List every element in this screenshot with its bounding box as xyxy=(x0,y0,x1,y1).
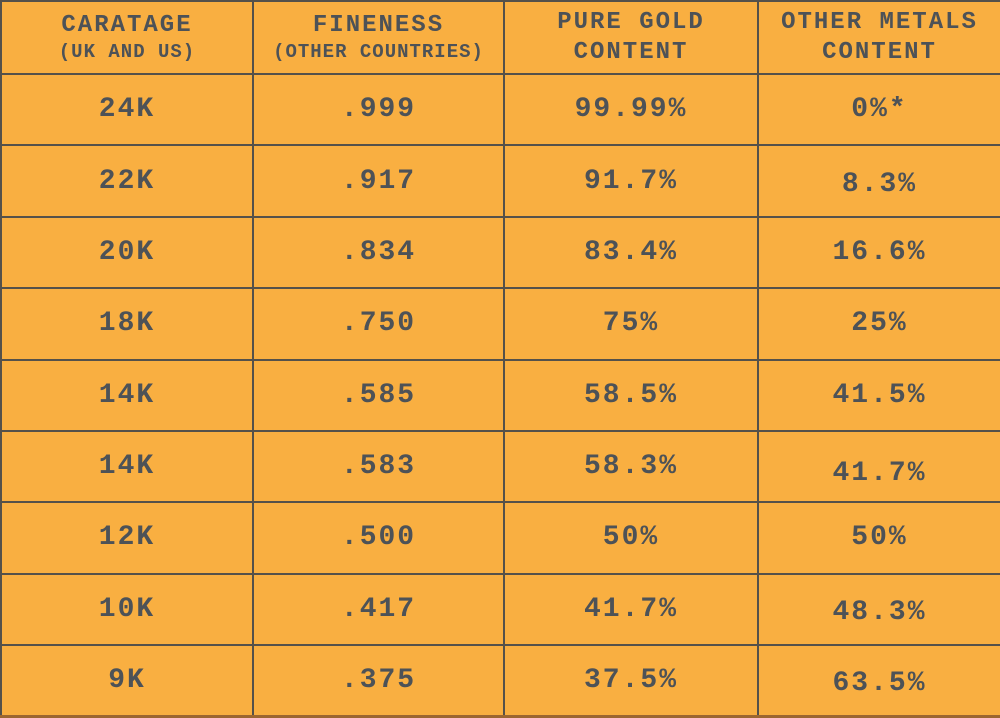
cell-fineness: .375 xyxy=(252,644,505,718)
column-header-fineness-subtitle: (OTHER COUNTRIES) xyxy=(273,40,484,63)
cell-other-metals: 8.3% xyxy=(757,144,1000,218)
cell-pure-gold: 41.7% xyxy=(503,572,759,647)
cell-caratage: 14K xyxy=(0,429,254,504)
cell-caratage: 10K xyxy=(0,572,254,647)
cell-other-metals: 16.6% xyxy=(757,215,1000,290)
cell-pure-gold: 91.7% xyxy=(503,144,759,218)
column-header-caratage-title: CARATAGE xyxy=(61,11,193,39)
cell-fineness: .917 xyxy=(252,144,505,218)
table-row: 14K .583 58.3% 41.7% xyxy=(0,429,1000,504)
cell-caratage: 22K xyxy=(0,144,254,218)
table-row: 14K .585 58.5% 41.5% xyxy=(0,358,1000,432)
cell-fineness: .750 xyxy=(252,287,505,361)
column-header-fineness-title: FINENESS xyxy=(312,11,445,39)
cell-other-metals: 0%* xyxy=(757,72,1000,147)
column-header-pure-gold-subtitle: CONTENT xyxy=(573,38,689,66)
cell-pure-gold: 99.99% xyxy=(503,72,759,147)
cell-other-metals: 50% xyxy=(757,501,1000,575)
table-row: 22K .917 91.7% 8.3% xyxy=(0,144,1000,218)
column-header-other-metals: OTHER METALS CONTENT xyxy=(757,0,1000,75)
cell-other-metals: 25% xyxy=(757,287,1000,361)
cell-pure-gold: 75% xyxy=(503,287,759,361)
column-header-caratage-subtitle: (UK AND US) xyxy=(58,40,196,63)
cell-pure-gold: 50% xyxy=(503,501,759,575)
cell-other-metals: 41.7% xyxy=(757,429,1000,504)
cell-caratage: 24K xyxy=(0,72,254,147)
table-header-row: CARATAGE (UK AND US) FINENESS (OTHER COU… xyxy=(0,0,1000,75)
column-header-pure-gold: PURE GOLD CONTENT xyxy=(503,0,759,75)
cell-fineness: .500 xyxy=(252,501,505,575)
cell-fineness: .417 xyxy=(252,572,505,647)
column-header-other-metals-title: OTHER METALS xyxy=(781,8,978,36)
cell-caratage: 18K xyxy=(0,287,254,361)
table-row: 9K .375 37.5% 63.5% xyxy=(0,644,1000,718)
cell-pure-gold: 83.4% xyxy=(503,215,759,290)
column-header-caratage: CARATAGE (UK AND US) xyxy=(0,0,254,75)
table-row: 18K .750 75% 25% xyxy=(0,287,1000,361)
table-row: 24K .999 99.99% 0%* xyxy=(0,72,1000,147)
cell-other-metals: 41.5% xyxy=(757,358,1000,432)
cell-fineness: .999 xyxy=(252,72,505,147)
column-header-pure-gold-title: PURE GOLD xyxy=(557,8,705,36)
cell-pure-gold: 58.5% xyxy=(503,358,759,432)
cell-caratage: 12K xyxy=(0,501,254,575)
cell-caratage: 14K xyxy=(0,358,254,432)
table-row: 20K .834 83.4% 16.6% xyxy=(0,215,1000,290)
column-header-other-metals-subtitle: CONTENT xyxy=(822,38,937,66)
table-row: 12K .500 50% 50% xyxy=(0,501,1000,575)
table-row: 10K .417 41.7% 48.3% xyxy=(0,572,1000,647)
cell-caratage: 20K xyxy=(0,215,254,290)
cell-pure-gold: 58.3% xyxy=(503,429,759,504)
cell-fineness: .834 xyxy=(252,215,505,290)
cell-caratage: 9K xyxy=(0,644,254,718)
cell-pure-gold: 37.5% xyxy=(503,644,759,718)
cell-fineness: .583 xyxy=(252,429,505,504)
column-header-fineness: FINENESS (OTHER COUNTRIES) xyxy=(252,0,505,75)
cell-fineness: .585 xyxy=(252,358,505,432)
cell-other-metals: 48.3% xyxy=(757,572,1000,647)
cell-other-metals: 63.5% xyxy=(757,644,1000,718)
